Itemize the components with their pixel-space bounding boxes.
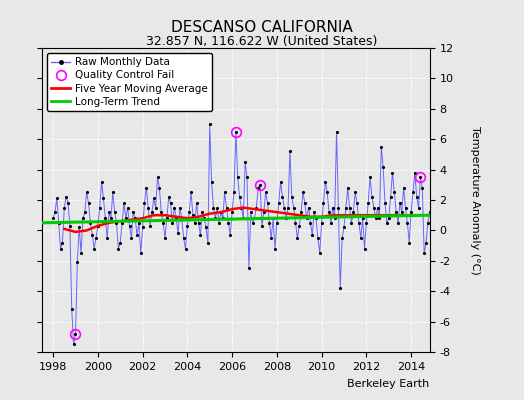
Text: Berkeley Earth: Berkeley Earth xyxy=(347,379,430,389)
Y-axis label: Temperature Anomaly (°C): Temperature Anomaly (°C) xyxy=(470,126,480,274)
Text: DESCANSO CALIFORNIA: DESCANSO CALIFORNIA xyxy=(171,20,353,36)
Text: 32.857 N, 116.622 W (United States): 32.857 N, 116.622 W (United States) xyxy=(146,36,378,48)
Legend: Raw Monthly Data, Quality Control Fail, Five Year Moving Average, Long-Term Tren: Raw Monthly Data, Quality Control Fail, … xyxy=(47,53,212,111)
